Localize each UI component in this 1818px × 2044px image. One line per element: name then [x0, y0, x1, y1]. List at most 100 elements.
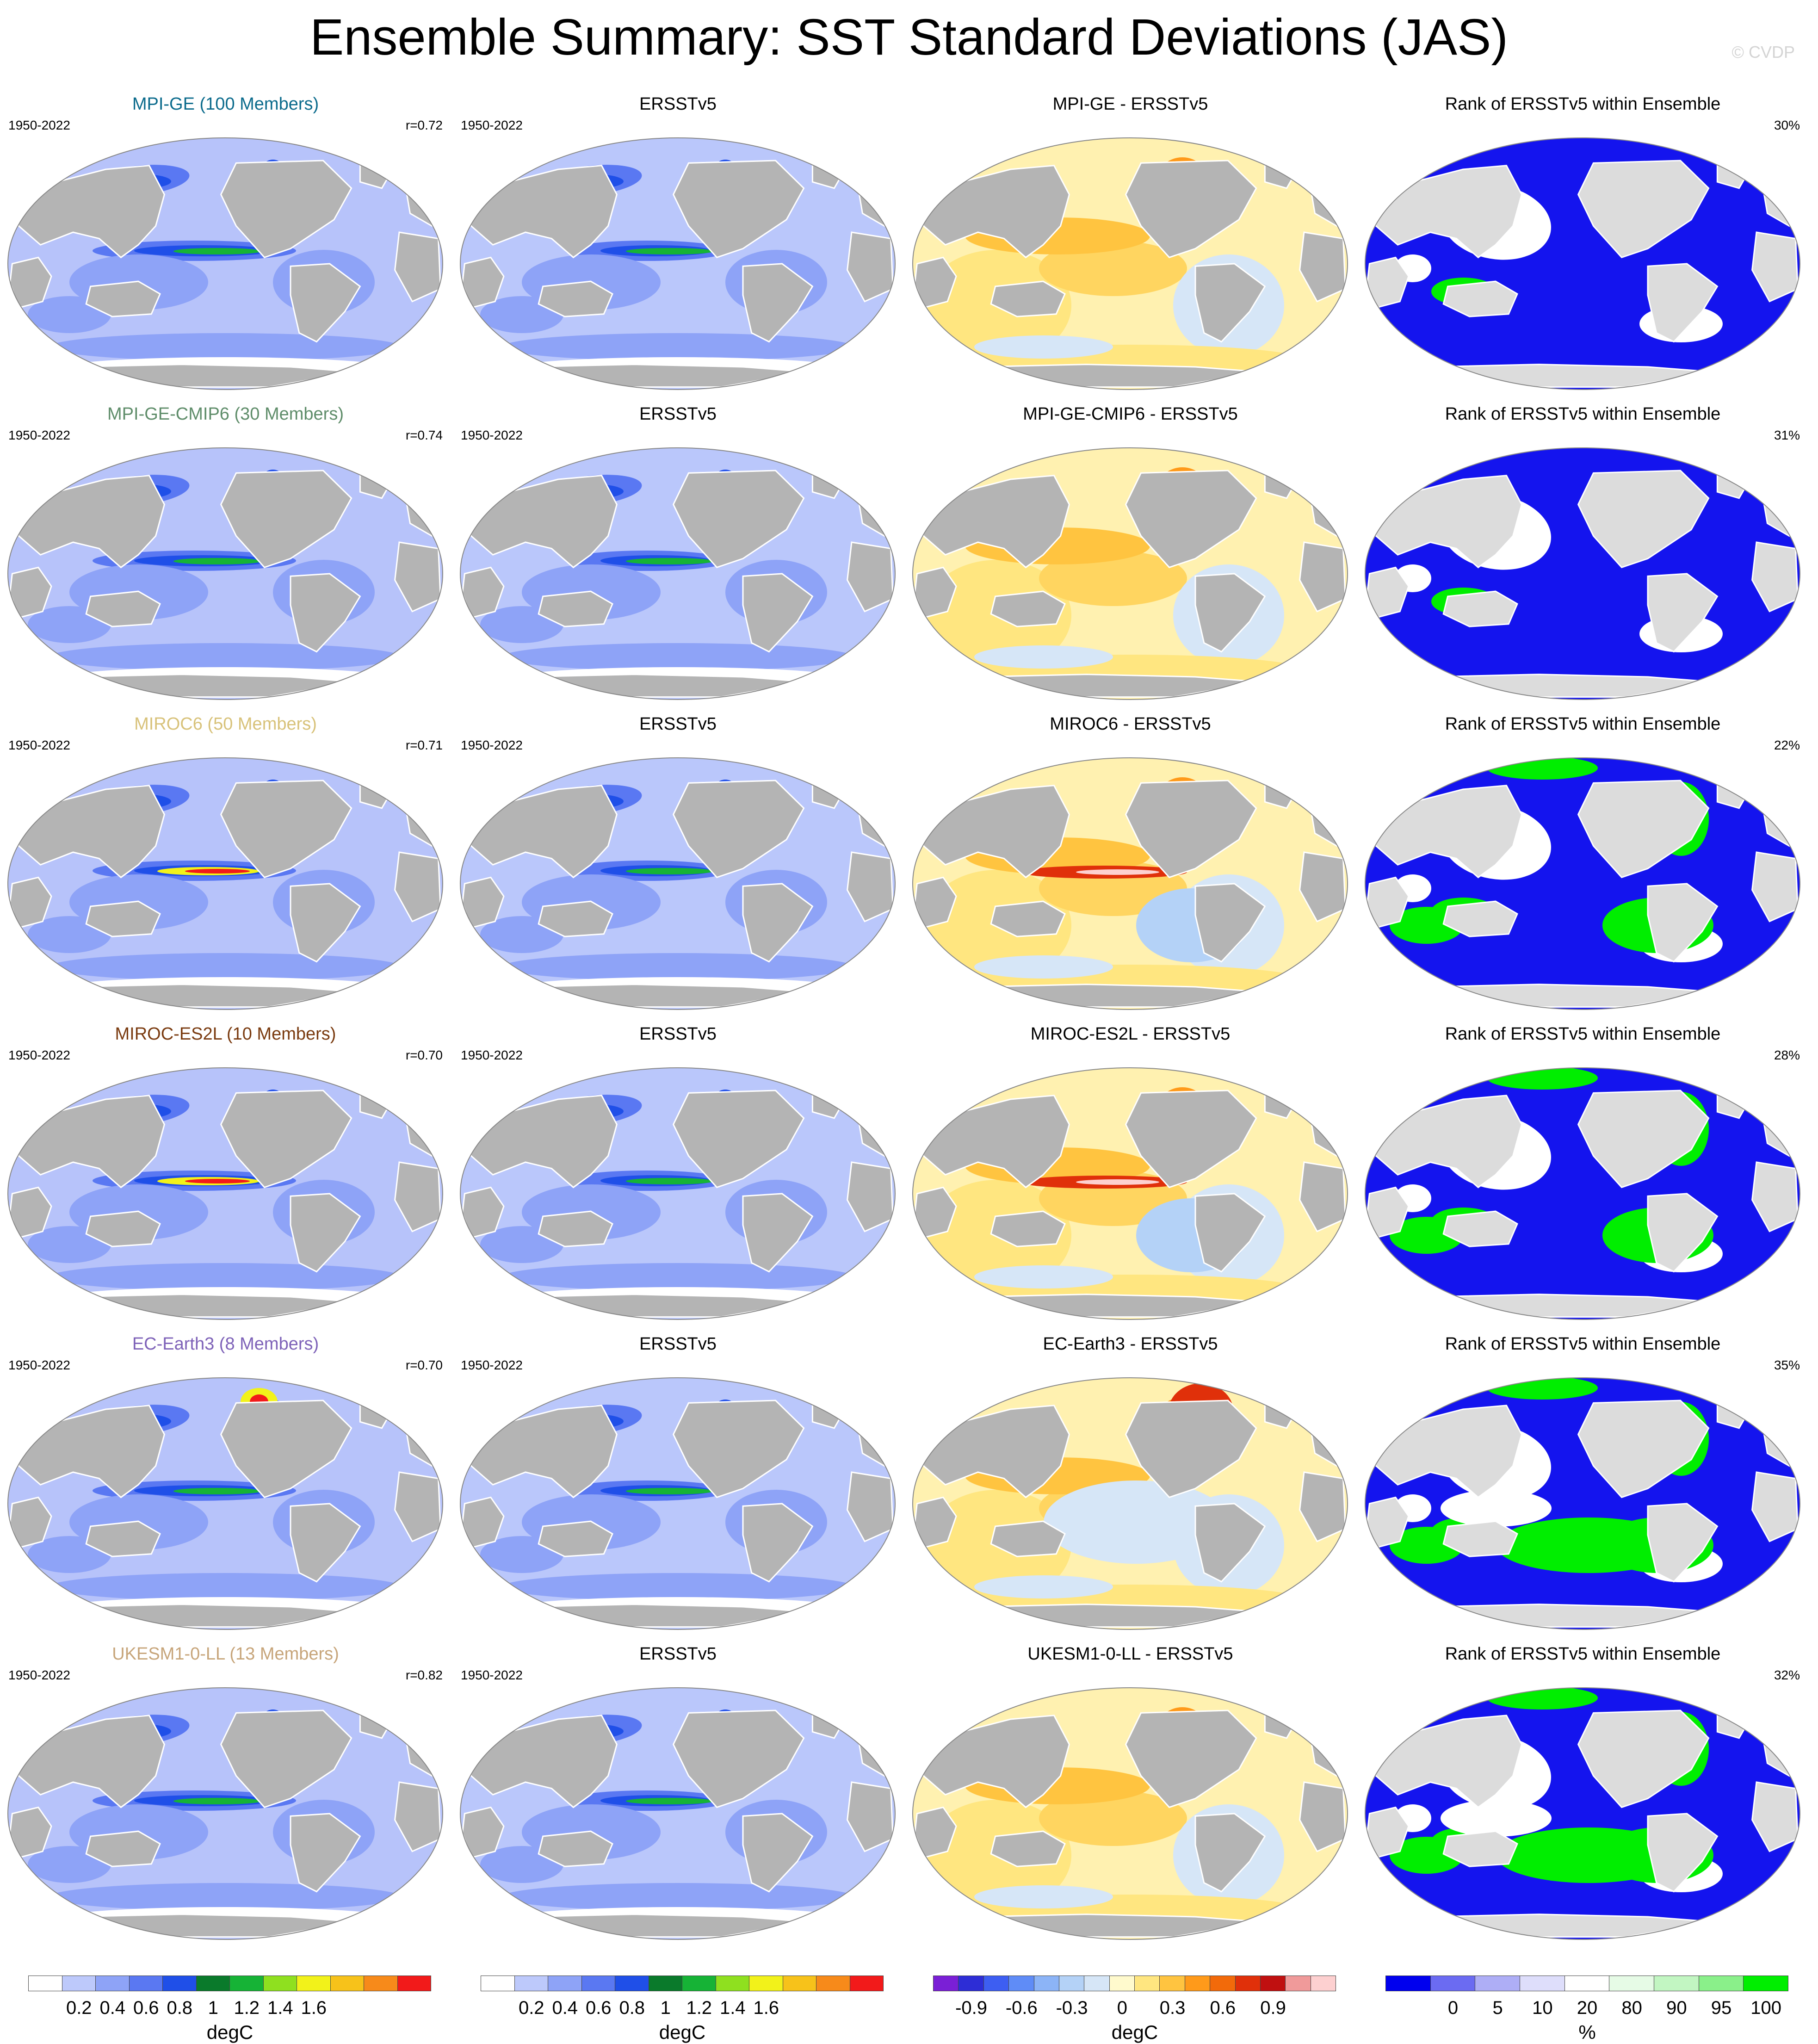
rank-map	[1357, 1679, 1808, 1952]
difference-title: MPI-GE - ERSSTv5	[1052, 94, 1208, 114]
colorbar-tick-label: 1.2	[234, 1998, 260, 2018]
colorbar-tick-label: 0.2	[66, 1998, 92, 2018]
colorbar-swatch	[1285, 1976, 1311, 1991]
obs-title: ERSSTv5	[639, 1024, 717, 1044]
colorbar-swatch	[1210, 1976, 1236, 1991]
panel-diff-row-4: MIROC-ES2L - ERSSTv5	[905, 1022, 1356, 1332]
colorbar-tick-label: 5	[1492, 1998, 1503, 2018]
colorbar-swatch	[1519, 1976, 1565, 1991]
colorbar-swatches	[481, 1976, 884, 1991]
colorbar-tick-label: 0.8	[619, 1998, 645, 2018]
rank-title: Rank of ERSSTv5 within Ensemble	[1445, 1024, 1721, 1044]
colorbar-units: degC	[206, 2021, 254, 2043]
colorbar-swatch	[816, 1976, 850, 1991]
panel-rank-row-5: Rank of ERSSTv5 within Ensemble 35%	[1357, 1332, 1808, 1642]
obs-map	[452, 749, 903, 1022]
colorbar-swatch	[1058, 1976, 1085, 1991]
panel-rank-row-3: Rank of ERSSTv5 within Ensemble 22%	[1357, 712, 1808, 1022]
colorbar-tick-label: 80	[1621, 1998, 1642, 2018]
colorbar-swatch	[1653, 1976, 1699, 1991]
rank-percent: 30%	[1774, 118, 1800, 132]
colorbar-swatch	[682, 1976, 716, 1991]
difference-title: MIROC-ES2L - ERSSTv5	[1030, 1024, 1231, 1044]
rank-percent: 22%	[1774, 738, 1800, 752]
colorbar-swatch	[1084, 1976, 1110, 1991]
colorbar-tick-label: 0.6	[133, 1998, 159, 2018]
colorbar-tick-label: 0.6	[1210, 1998, 1236, 2018]
colorbar-swatch	[162, 1976, 197, 1991]
period-label: 1950-2022	[461, 1048, 523, 1062]
colorbar-tick-label: 0.4	[99, 1998, 126, 2018]
difference-title: MPI-GE-CMIP6 - ERSSTv5	[1023, 404, 1238, 424]
period-label: 1950-2022	[461, 118, 523, 132]
colorbar-swatch	[514, 1976, 548, 1991]
period-label: 1950-2022	[8, 1668, 70, 1682]
panel-model-row-1: MPI-GE (100 Members) 1950-2022 r=0.72	[0, 93, 451, 403]
colorbar-swatch	[196, 1976, 230, 1991]
colorbar-swatch	[28, 1976, 62, 1991]
panel-model-row-3: MIROC6 (50 Members) 1950-2022 r=0.71	[0, 712, 451, 1022]
colorbar-tick-label: -0.6	[1005, 1998, 1038, 2018]
colorbar-swatches	[1385, 1976, 1788, 1991]
colorbar-swatch	[397, 1976, 431, 1991]
panel-obs-row-5: ERSSTv5 1950-2022	[452, 1332, 903, 1642]
rank-map	[1357, 130, 1808, 403]
rank-percent: 31%	[1774, 428, 1800, 442]
rank-title: Rank of ERSSTv5 within Ensemble	[1445, 1334, 1721, 1354]
model-title: UKESM1-0-LL (13 Members)	[112, 1644, 339, 1664]
colorbar-swatch	[933, 1976, 959, 1991]
panel-obs-row-6: ERSSTv5 1950-2022	[452, 1642, 903, 1952]
rank-percent: 28%	[1774, 1048, 1800, 1062]
colorbar-swatch	[749, 1976, 783, 1991]
panel-diff-row-3: MIROC6 - ERSSTv5	[905, 712, 1356, 1022]
colorbar-tick-label: 0	[1117, 1998, 1127, 2018]
colorbar-swatch	[263, 1976, 297, 1991]
colorbar-tick-label: 100	[1750, 1998, 1782, 2018]
colorbar-tick-label: 1	[208, 1998, 218, 2018]
model-title: MPI-GE (100 Members)	[132, 94, 319, 114]
obs-title: ERSSTv5	[639, 714, 717, 734]
panel-obs-row-3: ERSSTv5 1950-2022	[452, 712, 903, 1022]
model-map	[0, 440, 451, 712]
colorbar-swatch	[481, 1976, 515, 1991]
difference-title: EC-Earth3 - ERSSTv5	[1043, 1334, 1218, 1354]
model-map	[0, 749, 451, 1022]
difference-title: MIROC6 - ERSSTv5	[1050, 714, 1211, 734]
colorbar-swatches	[28, 1976, 431, 1991]
rank-map	[1357, 1369, 1808, 1642]
panel-diff-row-6: UKESM1-0-LL - ERSSTv5	[905, 1642, 1356, 1952]
colorbar-swatch	[1134, 1976, 1160, 1991]
colorbar-units: degC	[1111, 2021, 1158, 2043]
rank-title: Rank of ERSSTv5 within Ensemble	[1445, 1644, 1721, 1664]
colorbar-swatch	[1184, 1976, 1211, 1991]
colorbar-swatch	[1743, 1976, 1788, 1991]
panel-diff-row-2: MPI-GE-CMIP6 - ERSSTv5	[905, 403, 1356, 712]
colorbar-swatch	[849, 1976, 884, 1991]
model-map	[0, 1059, 451, 1332]
period-label: 1950-2022	[8, 428, 70, 442]
period-label: 1950-2022	[8, 118, 70, 132]
diff-map	[905, 130, 1356, 403]
colorbar-swatch	[364, 1976, 398, 1991]
colorbar-swatch	[95, 1976, 130, 1991]
period-label: 1950-2022	[8, 738, 70, 752]
colorbar-swatch	[1475, 1976, 1520, 1991]
obs-title: ERSSTv5	[639, 404, 717, 424]
pattern-correlation: r=0.70	[405, 1048, 443, 1062]
colorbar-tick-label: 1	[660, 1998, 671, 2018]
colorbar-swatch	[1235, 1976, 1261, 1991]
pattern-correlation: r=0.71	[405, 738, 443, 752]
colorbar-swatch	[62, 1976, 96, 1991]
period-label: 1950-2022	[461, 738, 523, 752]
period-label: 1950-2022	[8, 1358, 70, 1372]
diff-map	[905, 440, 1356, 712]
panel-model-row-5: EC-Earth3 (8 Members) 1950-2022 r=0.70	[0, 1332, 451, 1642]
pattern-correlation: r=0.82	[405, 1668, 443, 1682]
colorbar-swatches	[933, 1976, 1336, 1991]
diff-map	[905, 749, 1356, 1022]
colorbar-swatch	[1109, 1976, 1135, 1991]
colorbar-tick-label: 1.6	[753, 1998, 779, 2018]
colorbar-units: degC	[659, 2021, 706, 2043]
colorbar-tick-label: 1.2	[686, 1998, 712, 2018]
